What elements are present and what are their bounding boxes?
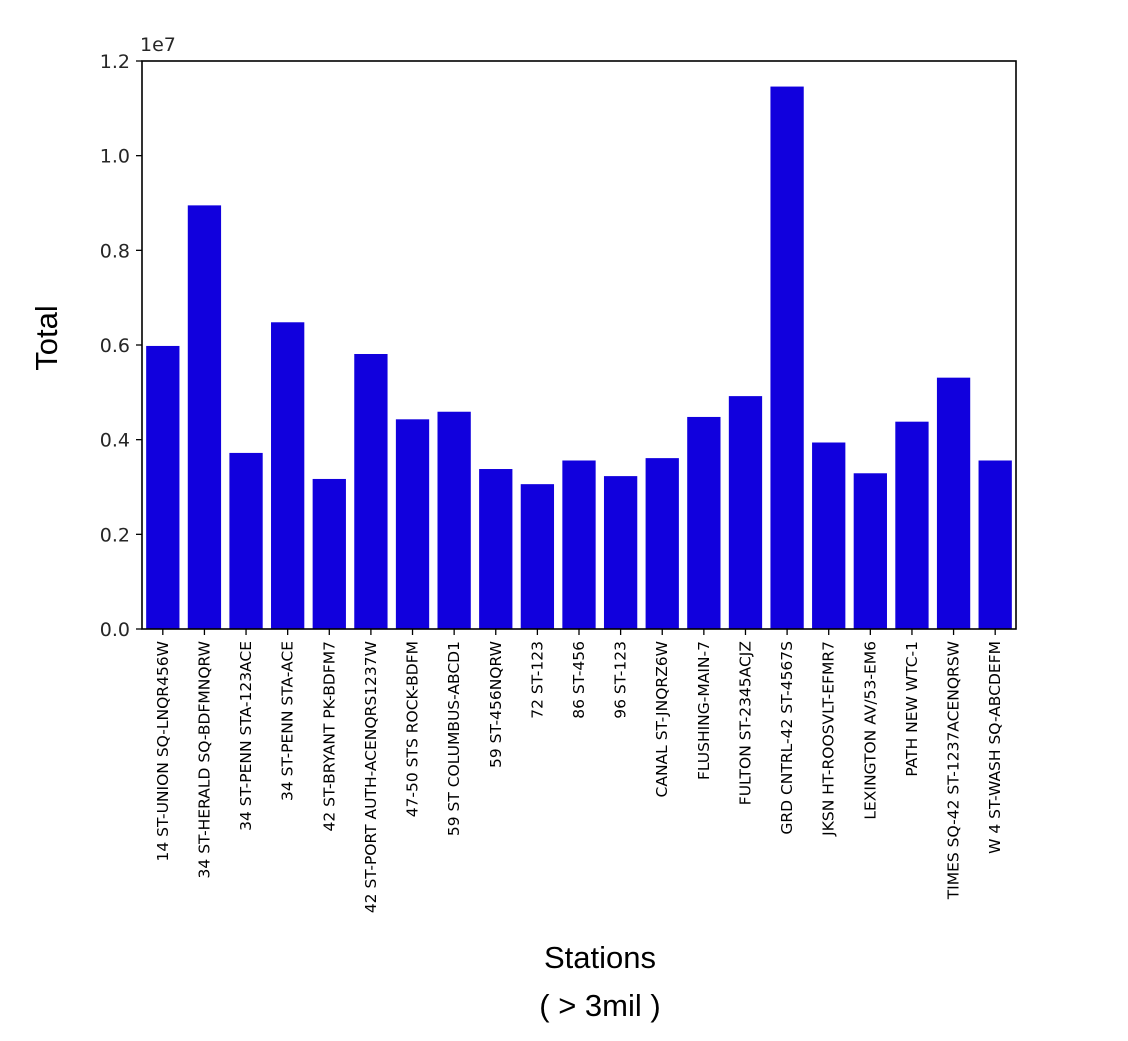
x-tick-label-4: 42 ST-BRYANT PK-BDFM7 xyxy=(320,641,338,832)
y-ticks-group: 0.0 0.2 0.4 0.6 0.8 1.0 1.2 xyxy=(100,51,142,641)
bar-7 xyxy=(437,411,471,629)
x-tick-label-8: 59 ST-456NQRW xyxy=(487,641,505,768)
x-tick-label-16: JKSN HT-ROOSVLT-EFMR7 xyxy=(820,641,838,837)
x-tick-label-9: 72 ST-123 xyxy=(528,641,546,719)
x-tick-label-6: 47-50 STS ROCK-BDFM xyxy=(404,641,422,817)
y-offset-label: 1e7 xyxy=(140,34,176,56)
x-tick-label-0: 14 ST-UNION SQ-LNQR456W xyxy=(154,641,172,862)
y-tick-label-2: 0.4 xyxy=(100,430,130,452)
bar-11 xyxy=(603,476,638,629)
bar-12 xyxy=(645,458,679,629)
x-tick-label-10: 86 ST-456 xyxy=(570,641,588,719)
x-tick-label-14: FULTON ST-2345ACJZ xyxy=(736,641,754,805)
y-tick-label-0: 0.0 xyxy=(100,619,130,641)
bar-1 xyxy=(187,205,222,629)
y-axis-label: Total xyxy=(29,305,64,370)
x-ticks-group: 14 ST-UNION SQ-LNQR456W 34 ST-HERALD SQ-B… xyxy=(154,629,1004,913)
x-tick-label-19: TIMES SQ-42 ST-1237ACENQRSW xyxy=(945,641,963,900)
bar-16 xyxy=(812,442,846,629)
x-tick-label-18: PATH NEW WTC-1 xyxy=(903,641,921,777)
x-tick-label-15: GRD CNTRL-42 ST-4567S xyxy=(778,641,796,835)
bar-17 xyxy=(853,473,887,629)
x-tick-label-2: 34 ST-PENN STA-123ACE xyxy=(237,641,255,831)
y-tick-label-1: 0.2 xyxy=(100,524,130,546)
bar-4 xyxy=(312,478,346,629)
x-axis-label: Stations xyxy=(544,940,656,975)
bar-0 xyxy=(146,345,180,629)
bar-18 xyxy=(895,421,929,629)
x-tick-label-17: LEXINGTON AV/53-EM6 xyxy=(861,641,879,820)
x-tick-label-12: CANAL ST-JNQRZ6W xyxy=(653,641,671,797)
x-tick-label-5: 42 ST-PORT AUTH-ACENQRS1237W xyxy=(362,641,380,913)
x-tick-label-11: 96 ST-123 xyxy=(612,641,630,719)
bar-14 xyxy=(728,396,763,629)
x-tick-label-20: W 4 ST-WASH SQ-ABCDEFM xyxy=(986,641,1004,854)
y-tick-label-6: 1.2 xyxy=(100,51,130,73)
bar-9 xyxy=(520,484,555,629)
bars-group xyxy=(146,86,1012,629)
bar-20 xyxy=(978,460,1012,629)
bar-2 xyxy=(229,452,263,629)
bar-5 xyxy=(354,353,388,629)
x-tick-label-1: 34 ST-HERALD SQ-BDFMNQRW xyxy=(195,641,213,878)
x-tick-label-3: 34 ST-PENN STA-ACE xyxy=(279,641,297,801)
x-tick-label-7: 59 ST COLUMBUS-ABCD1 xyxy=(445,641,463,836)
bar-15 xyxy=(770,86,804,629)
bar-3 xyxy=(271,322,305,629)
bar-13 xyxy=(687,416,721,629)
y-tick-label-3: 0.6 xyxy=(100,335,130,357)
x-axis-sublabel: ( > 3mil ) xyxy=(539,988,660,1023)
y-tick-label-4: 0.8 xyxy=(100,240,130,262)
plot-frame xyxy=(141,60,1017,630)
bar-10 xyxy=(562,460,596,629)
bar-19 xyxy=(936,377,971,629)
bar-8 xyxy=(479,469,513,629)
x-tick-label-13: FLUSHING-MAIN-7 xyxy=(695,641,713,780)
y-tick-label-5: 1.0 xyxy=(100,146,130,168)
bar-6 xyxy=(395,419,430,629)
